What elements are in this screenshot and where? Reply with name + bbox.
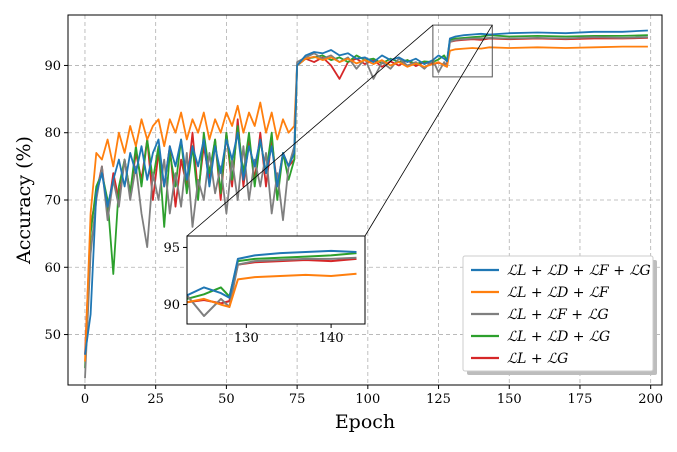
zoom-connector xyxy=(186,24,434,237)
x-tick-label: 175 xyxy=(568,392,593,407)
legend-label: ℒL + ℒD + ℒG xyxy=(507,329,610,345)
y-tick-label: 60 xyxy=(44,261,61,276)
series-line xyxy=(84,45,648,362)
inset-series-line xyxy=(187,272,357,308)
y-tick-label: 90 xyxy=(44,59,61,74)
inset-frame xyxy=(186,235,366,325)
inset-ticks: 130 140 90 95 xyxy=(163,241,343,346)
x-tick-label: 100 xyxy=(355,392,380,407)
legend-label: ℒL + ℒD + ℒF xyxy=(507,285,610,301)
inset-background xyxy=(187,236,365,324)
x-tick-label: 150 xyxy=(497,392,522,407)
x-tick-label: 200 xyxy=(638,392,663,407)
series-line xyxy=(84,29,648,355)
x-tick-label: 125 xyxy=(426,392,451,407)
legend: ℒL + ℒD + ℒF + ℒG ℒL + ℒD + ℒF ℒL + ℒF + ℒ… xyxy=(462,255,657,375)
x-tick-label: 25 xyxy=(147,392,164,407)
zoom-connector xyxy=(364,24,493,237)
inset-series-group xyxy=(187,249,357,317)
y-tick-label: 50 xyxy=(44,328,61,343)
inset-y-tick-label: 90 xyxy=(163,298,180,313)
y-tick-label: 80 xyxy=(44,126,61,141)
zoom-region-box xyxy=(432,24,493,78)
x-tick-label: 0 xyxy=(81,392,89,407)
x-tick-label: 75 xyxy=(289,392,306,407)
legend-box xyxy=(462,255,654,372)
legend-label: ℒL + ℒD + ℒF + ℒG xyxy=(507,263,651,279)
x-tick-label: 50 xyxy=(218,392,235,407)
main-series-group xyxy=(84,29,648,379)
legend-label: ℒL + ℒG xyxy=(507,351,568,367)
y-axis-label: Accuracy (%) xyxy=(13,136,35,265)
zoom-indicator xyxy=(186,24,493,237)
inset-series-line xyxy=(187,249,357,299)
x-axis-label: Epoch xyxy=(335,411,395,433)
inset-y-tick-label: 95 xyxy=(163,241,180,256)
y-tick-label: 70 xyxy=(44,194,61,209)
legend-label: ℒL + ℒF + ℒG xyxy=(507,307,609,323)
inset-x-tick-label: 140 xyxy=(319,331,344,346)
main-ticks: 0 25 50 75 100 125 150 175 200 50 60 70 80 90 xyxy=(44,59,663,407)
inset-series-line xyxy=(187,256,357,317)
inset-x-tick-label: 130 xyxy=(234,331,259,346)
